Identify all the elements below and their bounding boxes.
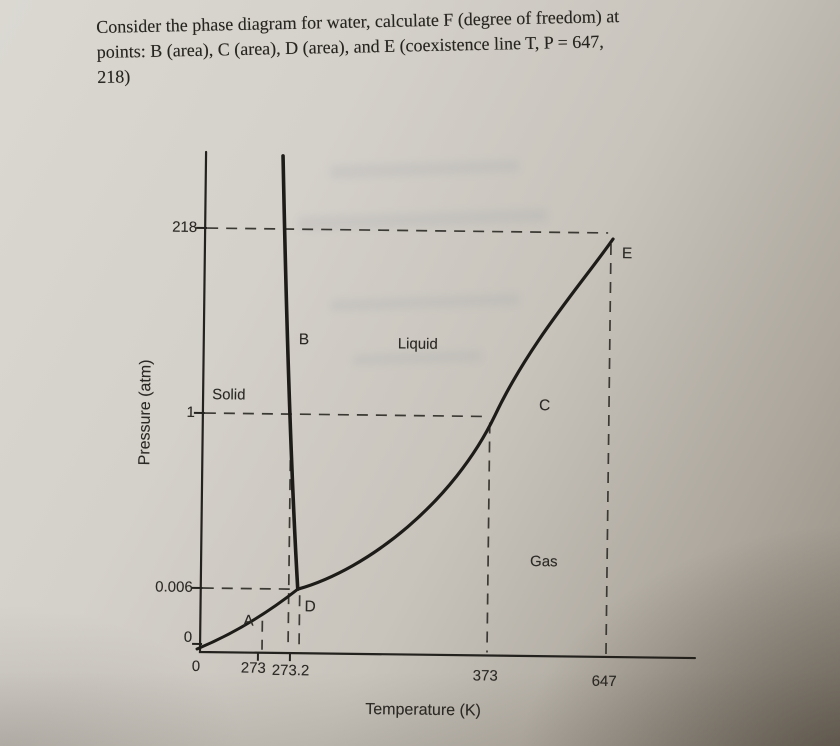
melting-curve: [278, 156, 303, 589]
dashed-guide-2732K: [299, 595, 300, 650]
y-tick-0: 0: [170, 629, 192, 646]
point-label-D: D: [304, 598, 315, 616]
region-label-liquid: Liquid: [398, 335, 438, 352]
region-label-solid: Solid: [212, 386, 246, 403]
x-tick-273: 273: [241, 660, 266, 677]
x-tick-647: 647: [592, 673, 617, 690]
x-tick-0: 0: [192, 658, 201, 675]
x-tick-2732: 273.2: [272, 662, 310, 679]
axes-lines: [200, 152, 701, 658]
point-label-B: B: [299, 331, 310, 349]
dashed-guide-1atm: [205, 413, 484, 416]
dashed-guide-647K: [606, 244, 611, 654]
y-tick-0006: 0.006: [139, 578, 193, 596]
region-label-gas: Gas: [530, 553, 558, 570]
point-label-A: A: [243, 613, 254, 631]
point-label-E: E: [622, 245, 633, 263]
dashed-guide-218atm: [207, 228, 608, 233]
y-tick-1: 1: [171, 404, 195, 421]
point-label-C: C: [539, 397, 550, 415]
y-tick-218: 218: [161, 218, 197, 235]
dashed-guide-0006atm: [203, 588, 293, 589]
x-tick-373: 373: [473, 667, 498, 684]
y-axis-label: Pressure (atm): [136, 359, 155, 465]
dashed-guide-373K: [487, 423, 490, 653]
x-axis-label: Temperature (K): [365, 701, 481, 720]
